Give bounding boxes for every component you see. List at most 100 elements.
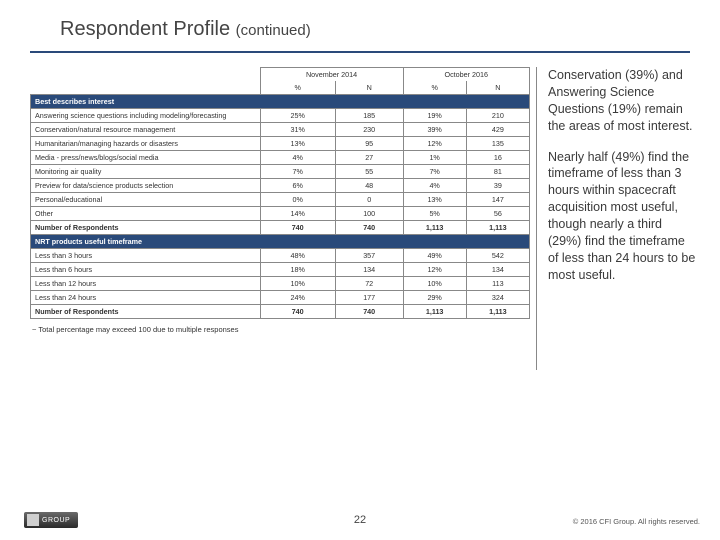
cell-value: 177 [335, 291, 403, 305]
cell-value: 1,113 [403, 221, 466, 235]
cell-value: 10% [403, 277, 466, 291]
cell-value: 39 [466, 179, 529, 193]
cell-value: 27 [335, 151, 403, 165]
cell-value: 4% [403, 179, 466, 193]
cell-value: 39% [403, 123, 466, 137]
cell-value: 1,113 [466, 305, 529, 319]
cell-value: 4% [260, 151, 335, 165]
cell-value: 113 [466, 277, 529, 291]
row-label: Less than 24 hours [31, 291, 261, 305]
table-row: Less than 6 hours18%13412%134 [31, 263, 530, 277]
table-row: Less than 12 hours10%7210%113 [31, 277, 530, 291]
total-row: Number of Respondents7407401,1131,113 [31, 221, 530, 235]
table-row: Less than 3 hours48%35749%542 [31, 249, 530, 263]
row-label: Personal/educational [31, 193, 261, 207]
cell-value: 48 [335, 179, 403, 193]
cell-value: 13% [403, 193, 466, 207]
table-row: Personal/educational0%013%147 [31, 193, 530, 207]
table-row: Other14%1005%56 [31, 207, 530, 221]
table-footnote: ~ Total percentage may exceed 100 due to… [30, 319, 530, 340]
cell-value: 14% [260, 207, 335, 221]
cell-value: 5% [403, 207, 466, 221]
cell-value: 0% [260, 193, 335, 207]
row-label: Less than 12 hours [31, 277, 261, 291]
cell-value: 185 [335, 109, 403, 123]
copyright-text: © 2016 CFI Group. All rights reserved. [573, 517, 700, 526]
page-number: 22 [354, 514, 366, 526]
row-label: Less than 6 hours [31, 263, 261, 277]
row-label: Media - press/news/blogs/social media [31, 151, 261, 165]
col-n-2: N [466, 81, 529, 95]
commentary-p1: Conservation (39%) and Answering Science… [548, 67, 698, 135]
respondent-table: November 2014 October 2016 % N % N Best … [30, 67, 530, 319]
cell-value: 24% [260, 291, 335, 305]
row-label: Humanitarian/managing hazards or disaste… [31, 137, 261, 151]
cell-value: 56 [466, 207, 529, 221]
cell-value: 29% [403, 291, 466, 305]
table-row: Preview for data/science products select… [31, 179, 530, 193]
cell-value: 10% [260, 277, 335, 291]
table-row: Monitoring air quality7%557%81 [31, 165, 530, 179]
row-label: Number of Respondents [31, 305, 261, 319]
table-row: Less than 24 hours24%17729%324 [31, 291, 530, 305]
cell-value: 95 [335, 137, 403, 151]
page-title: Respondent Profile (continued) [30, 0, 690, 53]
cell-value: 542 [466, 249, 529, 263]
total-row: Number of Respondents7407401,1131,113 [31, 305, 530, 319]
cell-value: 18% [260, 263, 335, 277]
cell-value: 13% [260, 137, 335, 151]
cell-value: 72 [335, 277, 403, 291]
cell-value: 16 [466, 151, 529, 165]
cell-value: 740 [335, 221, 403, 235]
cell-value: 210 [466, 109, 529, 123]
cfi-logo: GROUP [24, 512, 78, 528]
commentary-p2: Nearly half (49%) find the timeframe of … [548, 149, 698, 284]
cell-value: 19% [403, 109, 466, 123]
cell-value: 31% [260, 123, 335, 137]
cell-value: 134 [335, 263, 403, 277]
cell-value: 135 [466, 137, 529, 151]
cell-value: 740 [335, 305, 403, 319]
logo-text: GROUP [42, 517, 70, 524]
cell-value: 81 [466, 165, 529, 179]
title-sub: (continued) [236, 22, 311, 39]
cell-value: 740 [260, 221, 335, 235]
cell-value: 134 [466, 263, 529, 277]
cell-value: 147 [466, 193, 529, 207]
commentary-panel: Conservation (39%) and Answering Science… [530, 67, 698, 340]
col-pct-2: % [403, 81, 466, 95]
cell-value: 7% [260, 165, 335, 179]
cell-value: 1,113 [466, 221, 529, 235]
cell-value: 12% [403, 137, 466, 151]
cell-value: 0 [335, 193, 403, 207]
cell-value: 7% [403, 165, 466, 179]
title-main: Respondent Profile [60, 18, 230, 40]
cell-value: 100 [335, 207, 403, 221]
row-label: Preview for data/science products select… [31, 179, 261, 193]
row-label: Other [31, 207, 261, 221]
cell-value: 324 [466, 291, 529, 305]
cell-value: 357 [335, 249, 403, 263]
cell-value: 12% [403, 263, 466, 277]
cell-value: 49% [403, 249, 466, 263]
cell-value: 6% [260, 179, 335, 193]
row-label: Monitoring air quality [31, 165, 261, 179]
row-label: Number of Respondents [31, 221, 261, 235]
section-header: Best describes interest [31, 95, 530, 109]
col-pct-1: % [260, 81, 335, 95]
table-row: Conservation/natural resource management… [31, 123, 530, 137]
cell-value: 1,113 [403, 305, 466, 319]
cell-value: 740 [260, 305, 335, 319]
table-row: Media - press/news/blogs/social media4%2… [31, 151, 530, 165]
cell-value: 48% [260, 249, 335, 263]
row-label: Answering science questions including mo… [31, 109, 261, 123]
cell-value: 429 [466, 123, 529, 137]
row-label: Conservation/natural resource management [31, 123, 261, 137]
row-label: Less than 3 hours [31, 249, 261, 263]
table-row: Humanitarian/managing hazards or disaste… [31, 137, 530, 151]
cell-value: 25% [260, 109, 335, 123]
cell-value: 1% [403, 151, 466, 165]
cell-value: 55 [335, 165, 403, 179]
table-row: Answering science questions including mo… [31, 109, 530, 123]
section-header: NRT products useful timeframe [31, 235, 530, 249]
